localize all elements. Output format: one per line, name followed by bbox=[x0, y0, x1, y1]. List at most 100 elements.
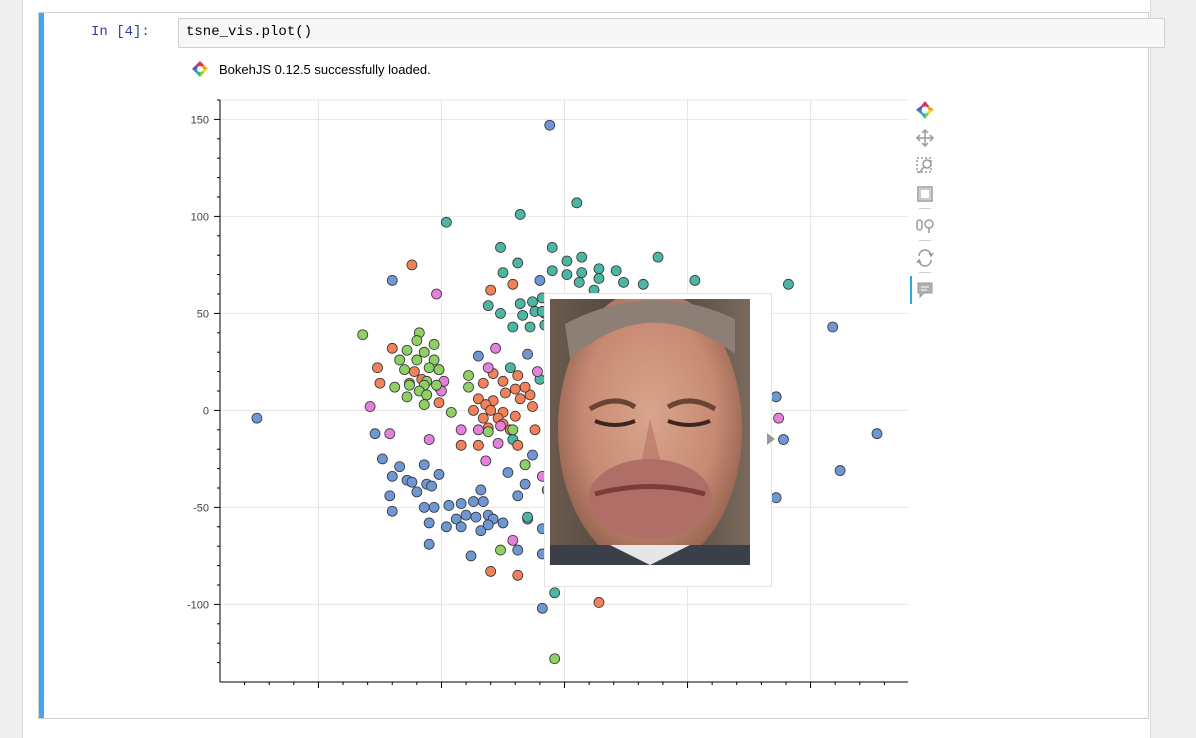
data-point[interactable] bbox=[492, 437, 504, 449]
data-point[interactable] bbox=[512, 490, 524, 502]
data-point[interactable] bbox=[576, 251, 588, 263]
data-point[interactable] bbox=[507, 321, 519, 333]
pan-icon[interactable] bbox=[915, 128, 935, 148]
data-point[interactable] bbox=[519, 478, 531, 490]
bokeh-logo-icon[interactable] bbox=[915, 100, 935, 120]
data-point[interactable] bbox=[468, 496, 479, 507]
data-point[interactable] bbox=[524, 389, 536, 401]
data-point[interactable] bbox=[549, 587, 561, 599]
data-point[interactable] bbox=[519, 459, 531, 471]
data-point[interactable] bbox=[524, 321, 536, 333]
data-point[interactable] bbox=[423, 362, 435, 374]
data-point[interactable] bbox=[406, 259, 418, 271]
data-point[interactable] bbox=[372, 362, 383, 374]
hover-icon[interactable] bbox=[915, 280, 935, 300]
data-point[interactable] bbox=[637, 278, 649, 290]
data-point[interactable] bbox=[527, 449, 538, 461]
data-point[interactable] bbox=[433, 397, 445, 409]
data-point[interactable] bbox=[561, 255, 573, 267]
data-point[interactable] bbox=[411, 486, 423, 498]
data-point[interactable] bbox=[463, 381, 474, 393]
data-point[interactable] bbox=[431, 379, 442, 391]
data-point[interactable] bbox=[512, 569, 524, 581]
data-point[interactable] bbox=[401, 344, 413, 356]
data-point[interactable] bbox=[485, 284, 497, 296]
wheel-zoom-icon[interactable] bbox=[915, 216, 935, 236]
data-point[interactable] bbox=[411, 335, 423, 346]
data-point[interactable] bbox=[522, 348, 533, 360]
data-point[interactable] bbox=[827, 321, 839, 333]
data-point[interactable] bbox=[871, 428, 883, 440]
data-point[interactable] bbox=[404, 379, 415, 391]
data-point[interactable] bbox=[497, 267, 509, 279]
data-point[interactable] bbox=[514, 209, 526, 220]
data-point[interactable] bbox=[386, 505, 398, 517]
data-point[interactable] bbox=[512, 370, 524, 381]
data-point[interactable] bbox=[497, 517, 509, 529]
data-point[interactable] bbox=[477, 496, 489, 507]
data-point[interactable] bbox=[357, 329, 369, 341]
data-point[interactable] bbox=[418, 399, 430, 410]
data-point[interactable] bbox=[455, 439, 467, 451]
data-point[interactable] bbox=[472, 439, 484, 451]
code-cell[interactable] bbox=[38, 12, 1149, 719]
data-point[interactable] bbox=[522, 511, 533, 523]
data-point[interactable] bbox=[428, 501, 440, 513]
data-point[interactable] bbox=[546, 265, 558, 277]
data-point[interactable] bbox=[406, 476, 418, 488]
data-point[interactable] bbox=[423, 434, 435, 445]
data-point[interactable] bbox=[534, 275, 546, 286]
data-point[interactable] bbox=[431, 288, 442, 300]
code-text[interactable]: tsne_vis.plot() bbox=[186, 24, 313, 40]
data-point[interactable] bbox=[418, 346, 430, 358]
data-point[interactable] bbox=[490, 342, 502, 354]
data-point[interactable] bbox=[386, 275, 398, 286]
data-point[interactable] bbox=[593, 263, 605, 275]
data-point[interactable] bbox=[536, 602, 548, 614]
data-point[interactable] bbox=[576, 267, 588, 279]
data-point[interactable] bbox=[401, 391, 413, 403]
data-point[interactable] bbox=[546, 242, 558, 253]
data-point[interactable] bbox=[465, 550, 477, 562]
data-point[interactable] bbox=[495, 242, 506, 253]
data-point[interactable] bbox=[689, 275, 701, 286]
data-point[interactable] bbox=[251, 412, 263, 424]
data-point[interactable] bbox=[460, 509, 472, 521]
data-point[interactable] bbox=[529, 424, 541, 436]
data-point[interactable] bbox=[450, 513, 462, 525]
data-point[interactable] bbox=[423, 538, 435, 550]
data-point[interactable] bbox=[455, 498, 467, 509]
data-point[interactable] bbox=[593, 273, 605, 284]
data-point[interactable] bbox=[433, 469, 445, 480]
data-point[interactable] bbox=[386, 470, 398, 482]
data-point[interactable] bbox=[440, 521, 452, 533]
data-point[interactable] bbox=[512, 439, 524, 451]
data-point[interactable] bbox=[389, 381, 401, 393]
data-point[interactable] bbox=[386, 342, 398, 354]
data-point[interactable] bbox=[517, 309, 529, 321]
data-point[interactable] bbox=[418, 501, 430, 513]
data-point[interactable] bbox=[495, 544, 506, 556]
data-point[interactable] bbox=[455, 521, 467, 533]
data-point[interactable] bbox=[770, 492, 782, 504]
data-point[interactable] bbox=[495, 307, 506, 319]
data-point[interactable] bbox=[411, 354, 423, 366]
box-select-icon[interactable] bbox=[915, 184, 935, 204]
data-point[interactable] bbox=[512, 257, 524, 269]
data-point[interactable] bbox=[509, 383, 521, 395]
data-point[interactable] bbox=[571, 197, 583, 209]
data-point[interactable] bbox=[514, 298, 526, 310]
data-point[interactable] bbox=[509, 410, 521, 422]
data-point[interactable] bbox=[408, 366, 420, 378]
data-point[interactable] bbox=[519, 381, 531, 393]
data-point[interactable] bbox=[475, 484, 487, 496]
data-point[interactable] bbox=[507, 278, 519, 290]
data-point[interactable] bbox=[502, 467, 514, 478]
data-point[interactable] bbox=[394, 354, 406, 366]
data-point[interactable] bbox=[445, 406, 457, 418]
data-point[interactable] bbox=[778, 434, 789, 445]
data-point[interactable] bbox=[532, 366, 543, 378]
data-point[interactable] bbox=[468, 404, 479, 416]
data-point[interactable] bbox=[426, 480, 438, 492]
data-point[interactable] bbox=[440, 216, 452, 228]
